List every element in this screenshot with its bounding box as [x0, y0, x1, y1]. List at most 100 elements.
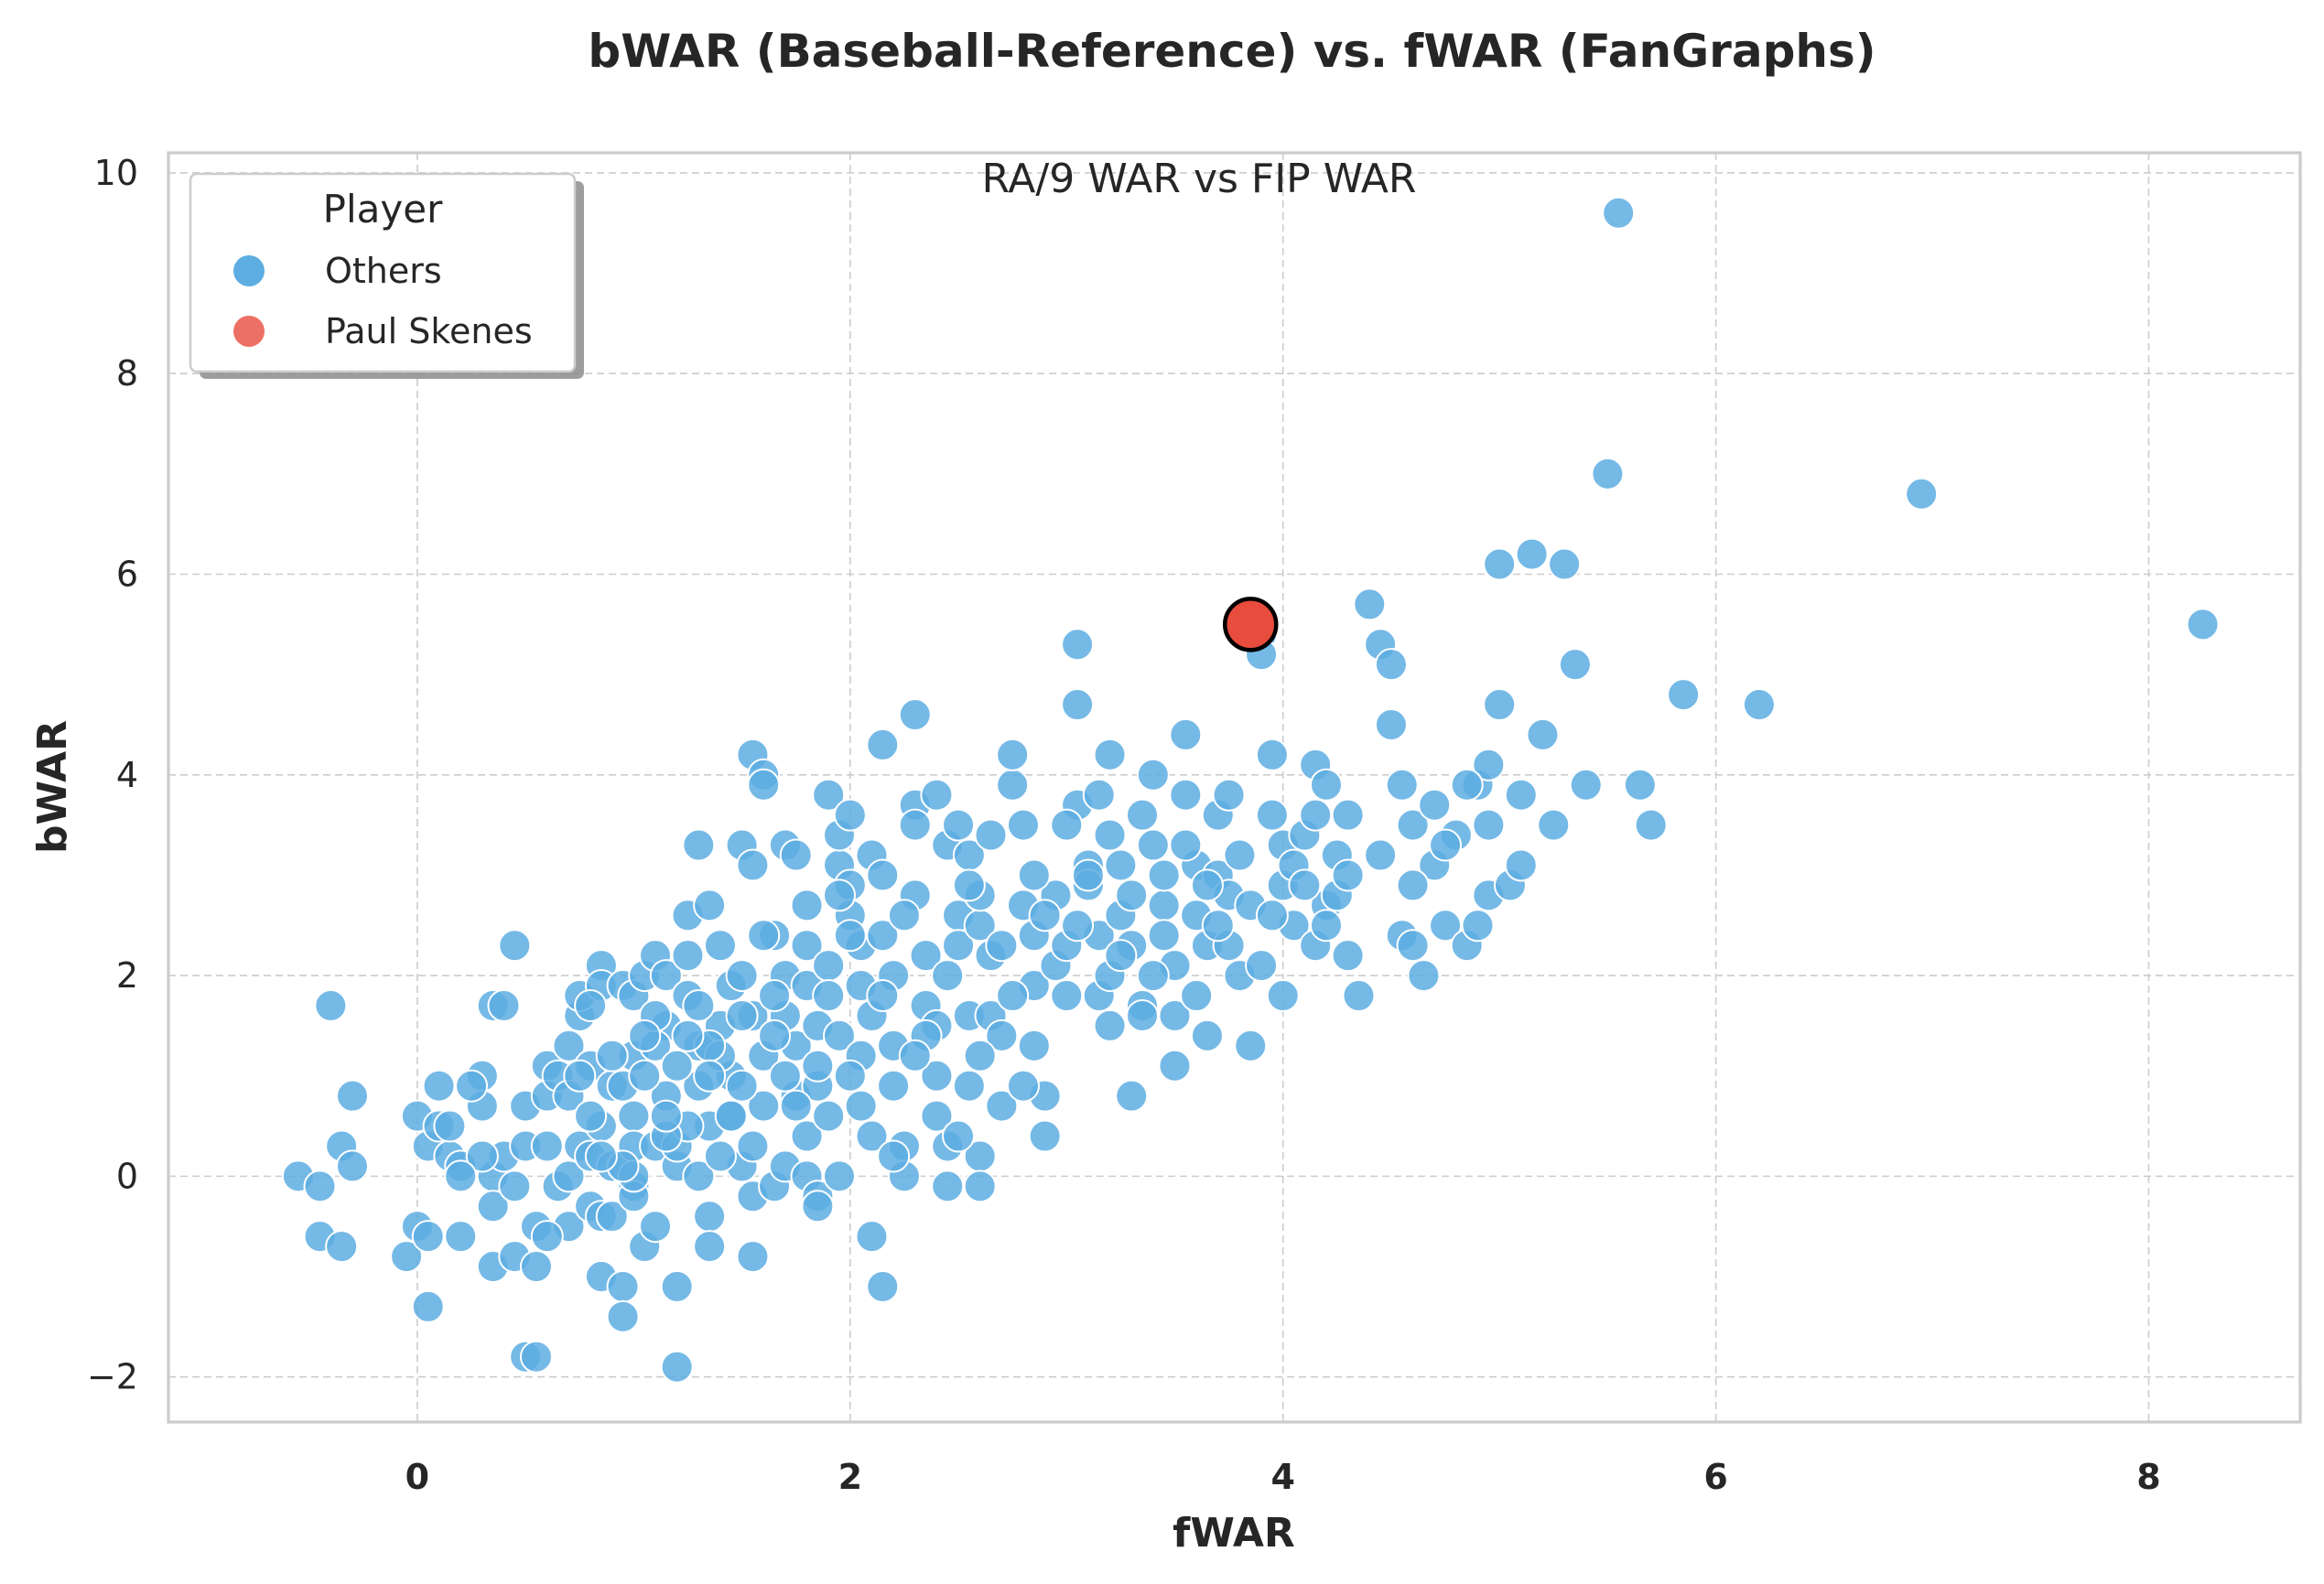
data-point	[563, 1059, 597, 1093]
data-point	[1472, 748, 1506, 781]
data-point	[1028, 899, 1062, 932]
data-point	[1028, 1119, 1062, 1153]
data-point	[887, 899, 921, 932]
data-point	[444, 1220, 478, 1254]
data-point	[1223, 838, 1257, 872]
y-tick-label: 6	[116, 555, 138, 595]
data-point	[1093, 738, 1127, 771]
data-point	[790, 1119, 824, 1153]
data-point	[1180, 979, 1214, 1013]
data-point	[758, 1018, 792, 1052]
data-point	[1569, 768, 1603, 802]
data-point	[898, 1039, 932, 1072]
data-point	[606, 1299, 640, 1333]
data-point	[833, 919, 867, 953]
data-point	[422, 1069, 456, 1103]
data-point	[1374, 707, 1408, 741]
data-point	[866, 1269, 900, 1303]
data-point	[1396, 808, 1430, 842]
data-point	[1255, 899, 1289, 932]
data-point	[758, 979, 792, 1013]
x-tick-label: 4	[1270, 1457, 1294, 1497]
chart-title: bWAR (Baseball-Reference) vs. fWAR (FanG…	[588, 25, 1875, 78]
data-point	[519, 1340, 553, 1374]
data-point	[898, 698, 932, 732]
data-point	[1158, 1049, 1192, 1083]
data-points	[281, 196, 2220, 1384]
data-point	[1483, 547, 1517, 581]
data-point	[1364, 838, 1398, 872]
data-point	[519, 1250, 553, 1284]
data-point	[736, 1240, 770, 1274]
data-point	[1169, 717, 1203, 751]
legend-title: Player	[323, 187, 443, 232]
data-point	[1082, 778, 1116, 812]
data-point	[1407, 959, 1441, 993]
data-point	[725, 1069, 759, 1103]
data-point	[671, 1018, 705, 1052]
data-point	[1104, 939, 1138, 973]
data-point	[433, 1109, 467, 1143]
data-point	[649, 959, 683, 993]
data-point	[1061, 688, 1095, 722]
legend-label-others: Others	[325, 251, 442, 291]
data-point	[1905, 477, 1939, 511]
highlight-points	[1222, 597, 1279, 652]
data-point	[476, 1190, 510, 1223]
data-point	[833, 1059, 867, 1093]
data-point	[1136, 828, 1170, 862]
legend-marker-others	[233, 255, 265, 286]
data-point	[1050, 808, 1084, 842]
data-point	[747, 1089, 781, 1123]
data-point	[747, 768, 781, 802]
data-point	[1353, 587, 1387, 621]
data-point	[617, 1099, 651, 1133]
data-point	[660, 1269, 694, 1303]
legend-label-paul-skenes: Paul Skenes	[325, 311, 533, 351]
y-tick-label: 8	[116, 353, 138, 393]
data-point	[1461, 909, 1495, 943]
data-point	[1006, 808, 1040, 842]
data-point	[812, 1099, 846, 1133]
data-point	[1558, 648, 1592, 682]
data-point	[693, 1200, 727, 1234]
data-point	[942, 808, 976, 842]
x-axis-label: fWAR	[1173, 1510, 1295, 1557]
data-point	[574, 1099, 608, 1133]
data-point	[660, 1049, 694, 1083]
data-point	[920, 778, 954, 812]
data-point	[1104, 848, 1138, 882]
data-point	[530, 1220, 564, 1254]
data-point	[822, 1018, 856, 1052]
data-point	[1591, 457, 1625, 490]
data-point	[1342, 979, 1376, 1013]
data-point	[390, 1240, 424, 1274]
data-point	[1526, 717, 1560, 751]
data-point	[303, 1169, 337, 1203]
data-point	[1504, 848, 1538, 882]
data-point	[1136, 758, 1170, 792]
data-point	[1299, 798, 1333, 832]
data-point	[790, 929, 824, 963]
data-point	[747, 919, 781, 953]
data-point	[1418, 788, 1452, 822]
data-point	[942, 1119, 976, 1153]
data-point	[498, 929, 532, 963]
data-point	[931, 959, 965, 993]
data-point	[1331, 939, 1365, 973]
data-point	[1050, 979, 1084, 1013]
data-point	[1169, 828, 1203, 862]
data-point	[779, 838, 813, 872]
data-point	[1537, 808, 1571, 842]
data-point	[552, 1029, 586, 1062]
data-point	[584, 1139, 618, 1173]
data-point	[530, 1129, 564, 1163]
data-point	[1201, 909, 1235, 943]
data-point	[639, 1210, 673, 1244]
data-point	[855, 1220, 889, 1254]
data-point	[877, 1139, 911, 1173]
data-point	[952, 868, 986, 902]
data-point	[790, 889, 824, 922]
data-point	[725, 959, 759, 993]
data-point	[411, 1289, 445, 1323]
